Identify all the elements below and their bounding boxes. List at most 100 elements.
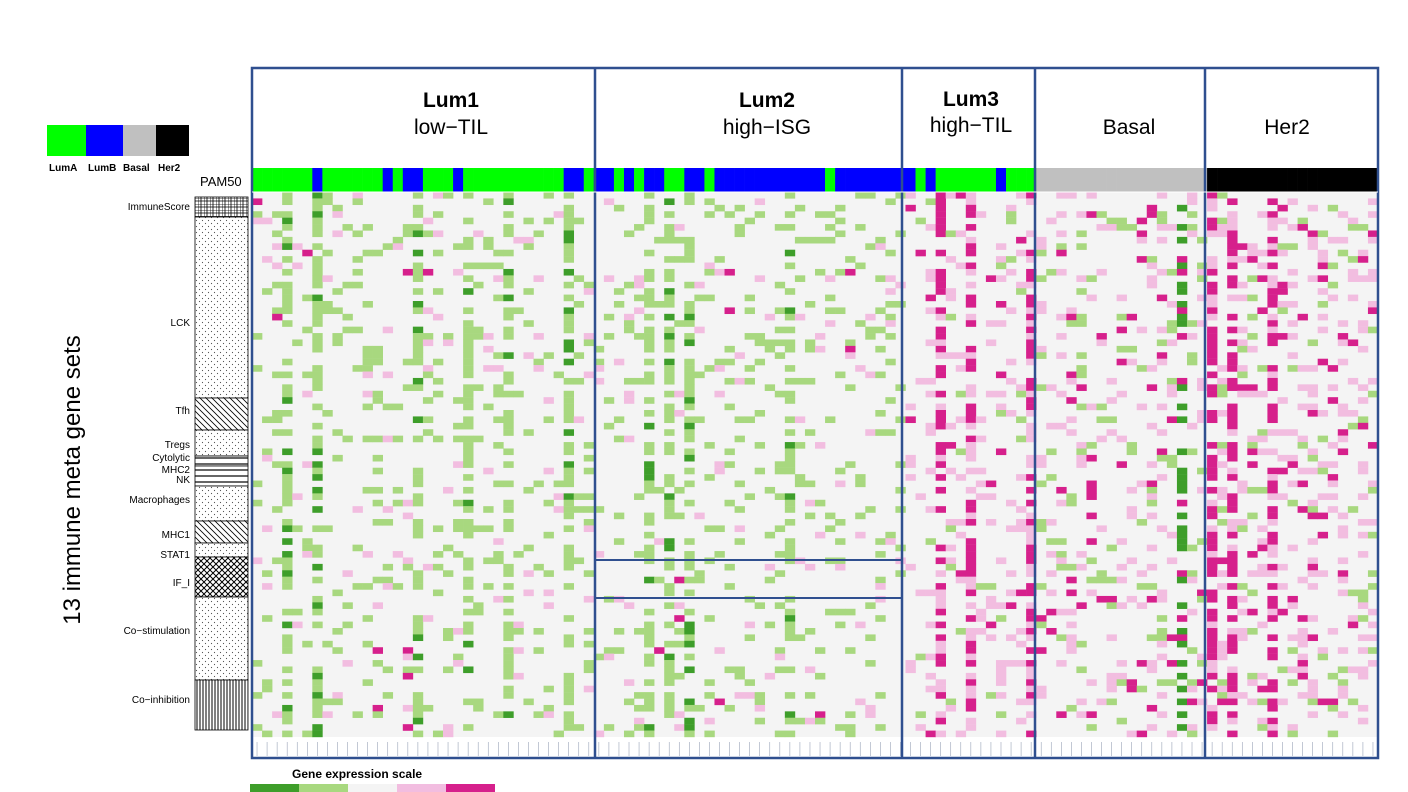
heatmap-cell bbox=[402, 672, 414, 680]
heatmap-cell bbox=[282, 583, 293, 590]
heatmap-cell bbox=[1026, 435, 1037, 443]
heatmap-cell bbox=[533, 563, 544, 571]
heatmap-cell bbox=[724, 704, 735, 712]
heatmap-cell bbox=[603, 724, 615, 731]
heatmap-cell bbox=[684, 634, 695, 642]
heatmap-cell bbox=[774, 461, 786, 468]
heatmap-cell bbox=[493, 442, 504, 449]
heatmap-cell bbox=[1297, 365, 1308, 372]
pam50-cell bbox=[563, 168, 575, 192]
heatmap-cell bbox=[1096, 403, 1107, 411]
heatmap-cell bbox=[322, 525, 333, 533]
heatmap-cell bbox=[332, 230, 343, 238]
gene-set-label-co-inhibition: Co−inhibition bbox=[132, 695, 190, 706]
heatmap-cell bbox=[282, 717, 293, 725]
heatmap-cell bbox=[1317, 698, 1329, 706]
heatmap-cell bbox=[965, 365, 977, 372]
heatmap-cell bbox=[412, 224, 424, 231]
heatmap-cell bbox=[282, 519, 293, 526]
heatmap-cell bbox=[1166, 384, 1178, 391]
pam50-cell bbox=[262, 168, 273, 192]
heatmap-cell bbox=[754, 410, 766, 417]
heatmap-cell bbox=[684, 313, 695, 321]
heatmap-cell bbox=[1156, 217, 1168, 225]
heatmap-cell bbox=[312, 486, 323, 494]
heatmap-cell bbox=[563, 698, 575, 706]
heatmap-cell bbox=[1207, 339, 1218, 347]
heatmap-cell bbox=[1166, 461, 1178, 468]
heatmap-cell bbox=[1307, 711, 1318, 718]
heatmap-cell bbox=[664, 410, 675, 417]
heatmap-cell bbox=[1227, 403, 1238, 411]
heatmap-cell bbox=[634, 307, 645, 315]
heatmap-cell bbox=[1237, 480, 1248, 488]
heatmap-cell bbox=[463, 275, 474, 282]
heatmap-cell bbox=[1136, 326, 1148, 334]
heatmap-cell bbox=[1036, 519, 1047, 526]
pam50-cell bbox=[1277, 168, 1288, 192]
heatmap-cell bbox=[734, 480, 745, 488]
heatmap-cell bbox=[1207, 666, 1218, 674]
heatmap-cell bbox=[714, 358, 725, 366]
heatmap-cell bbox=[1076, 454, 1087, 462]
heatmap-cell bbox=[372, 352, 383, 359]
heatmap-cell bbox=[644, 531, 655, 539]
heatmap-cell bbox=[985, 583, 997, 590]
heatmap-cell bbox=[473, 698, 484, 706]
heatmap-cell bbox=[483, 557, 494, 565]
heatmap-cell bbox=[1367, 377, 1379, 385]
heatmap-cell bbox=[674, 628, 685, 635]
heatmap-cell bbox=[825, 307, 836, 315]
heatmap-cell bbox=[1116, 435, 1127, 443]
heatmap-cell bbox=[342, 224, 353, 231]
heatmap-cell bbox=[724, 448, 735, 456]
heatmap-cell bbox=[1227, 211, 1238, 218]
heatmap-cell bbox=[684, 704, 695, 712]
heatmap-cell bbox=[694, 576, 705, 584]
heatmap-cell bbox=[684, 256, 695, 263]
heatmap-cell bbox=[1257, 717, 1268, 725]
heatmap-cell bbox=[684, 551, 695, 558]
heatmap-cell bbox=[1257, 538, 1268, 545]
heatmap-cell bbox=[965, 660, 977, 667]
heatmap-cell bbox=[634, 692, 645, 699]
heatmap-cell bbox=[875, 724, 886, 731]
heatmap-cell bbox=[1287, 301, 1298, 308]
heatmap-cell bbox=[684, 724, 695, 731]
heatmap-cell bbox=[965, 640, 977, 648]
heatmap-cell bbox=[1207, 538, 1218, 545]
heatmap-cell bbox=[1247, 448, 1258, 456]
heatmap-cell bbox=[1357, 717, 1369, 725]
heatmap-cell bbox=[1176, 204, 1188, 212]
heatmap-cell bbox=[724, 563, 735, 571]
pam50-cell bbox=[252, 168, 263, 192]
heatmap-cell bbox=[453, 422, 464, 430]
heatmap-cell bbox=[794, 377, 806, 385]
lum2-isg-highlight-box bbox=[594, 559, 903, 599]
heatmap-cell bbox=[1237, 486, 1248, 494]
heatmap-cell bbox=[412, 384, 424, 391]
heatmap-cell bbox=[282, 570, 293, 577]
heatmap-cell bbox=[533, 628, 544, 635]
heatmap-cell bbox=[483, 403, 494, 411]
heatmap-cell bbox=[312, 224, 323, 231]
heatmap-cell bbox=[945, 313, 957, 321]
heatmap-cell bbox=[794, 442, 806, 449]
heatmap-cell bbox=[724, 499, 735, 507]
heatmap-cell bbox=[634, 224, 645, 231]
heatmap-cell bbox=[634, 281, 645, 289]
heatmap-cell bbox=[1277, 307, 1288, 315]
heatmap-cell bbox=[402, 666, 414, 674]
heatmap-cell bbox=[563, 416, 575, 424]
heatmap-cell bbox=[935, 345, 946, 353]
heatmap-cell bbox=[1207, 608, 1218, 616]
heatmap-cell bbox=[1146, 480, 1158, 488]
heatmap-cell bbox=[845, 352, 856, 359]
heatmap-cell bbox=[1176, 281, 1188, 289]
heatmap-cell bbox=[1337, 692, 1349, 699]
heatmap-cell bbox=[925, 377, 936, 385]
heatmap-cell bbox=[523, 288, 534, 295]
heatmap-cell bbox=[1006, 525, 1017, 533]
heatmap-cell bbox=[845, 711, 856, 718]
heatmap-cell bbox=[412, 666, 424, 674]
